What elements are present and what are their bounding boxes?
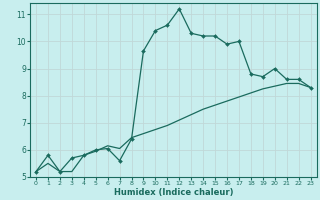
X-axis label: Humidex (Indice chaleur): Humidex (Indice chaleur) [114,188,233,197]
